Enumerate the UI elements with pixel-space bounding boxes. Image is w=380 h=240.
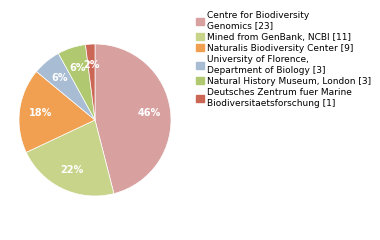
- Wedge shape: [36, 54, 95, 120]
- Wedge shape: [59, 45, 95, 120]
- Text: 6%: 6%: [52, 73, 68, 83]
- Wedge shape: [86, 44, 95, 120]
- Wedge shape: [26, 120, 114, 196]
- Text: 46%: 46%: [138, 108, 161, 118]
- Text: 22%: 22%: [60, 164, 83, 174]
- Legend: Centre for Biodiversity
Genomics [23], Mined from GenBank, NCBI [11], Naturalis : Centre for Biodiversity Genomics [23], M…: [195, 9, 373, 109]
- Wedge shape: [95, 44, 171, 194]
- Wedge shape: [19, 72, 95, 152]
- Text: 2%: 2%: [83, 60, 100, 70]
- Text: 6%: 6%: [70, 63, 86, 73]
- Text: 18%: 18%: [29, 108, 52, 118]
